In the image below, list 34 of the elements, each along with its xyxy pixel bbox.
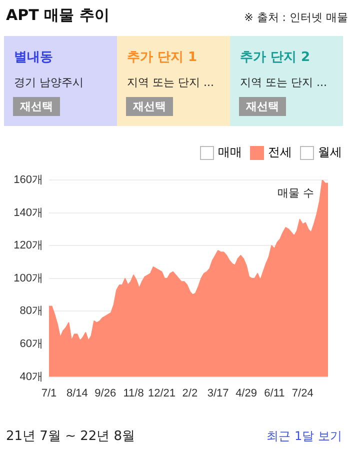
y-tick-label: 140개 <box>14 206 43 219</box>
x-tick-label: 3/17 <box>207 387 229 400</box>
x-tick-label: 7/24 <box>292 387 314 400</box>
text: 추가 단지 2 <box>240 49 310 66</box>
text: 21년 7월 ~ 22년 8월 <box>6 428 136 445</box>
text: ※ 출처 : 인터넷 매물 <box>244 10 348 25</box>
text: 매매 <box>218 144 242 161</box>
x-tick-label: 8/14 <box>66 387 88 400</box>
y-tick-label: 160개 <box>14 174 43 186</box>
text: 별내동 <box>14 49 53 66</box>
text: 지역 또는 단지 ... <box>240 75 327 90</box>
x-tick-label: 7/1 <box>41 387 57 400</box>
x-tick-label: 11/8 <box>123 387 144 400</box>
text: 월세 <box>318 144 342 161</box>
legend-label: 전세 <box>268 144 292 161</box>
text: 지역 또는 단지 ... <box>127 75 214 90</box>
y-tick-label: 40개 <box>20 370 43 383</box>
text: 재선택 <box>126 97 173 116</box>
y-tick-label: 100개 <box>14 272 43 284</box>
x-tick-label: 4/29 <box>236 387 257 400</box>
y-tick-label: 60개 <box>20 338 43 350</box>
x-tick-label: 2/2 <box>182 387 198 400</box>
x-tick-label: 9/26 <box>94 387 116 400</box>
y-axis-title: 매물 수 <box>278 186 314 200</box>
y-tick-label: 120개 <box>14 240 43 252</box>
x-tick-label: 6/11 <box>264 387 285 400</box>
text: 최근 1달 보기 <box>266 428 342 445</box>
text: 재선택 <box>239 97 286 116</box>
y-tick-label: 80개 <box>20 305 43 318</box>
chart-title: APT 매물 추이 <box>6 6 110 25</box>
text: 경기 남양주시 <box>14 75 84 90</box>
text: 추가 단지 1 <box>127 49 198 66</box>
text: 재선택 <box>13 97 60 116</box>
x-tick-label: 12/21 <box>148 387 176 400</box>
